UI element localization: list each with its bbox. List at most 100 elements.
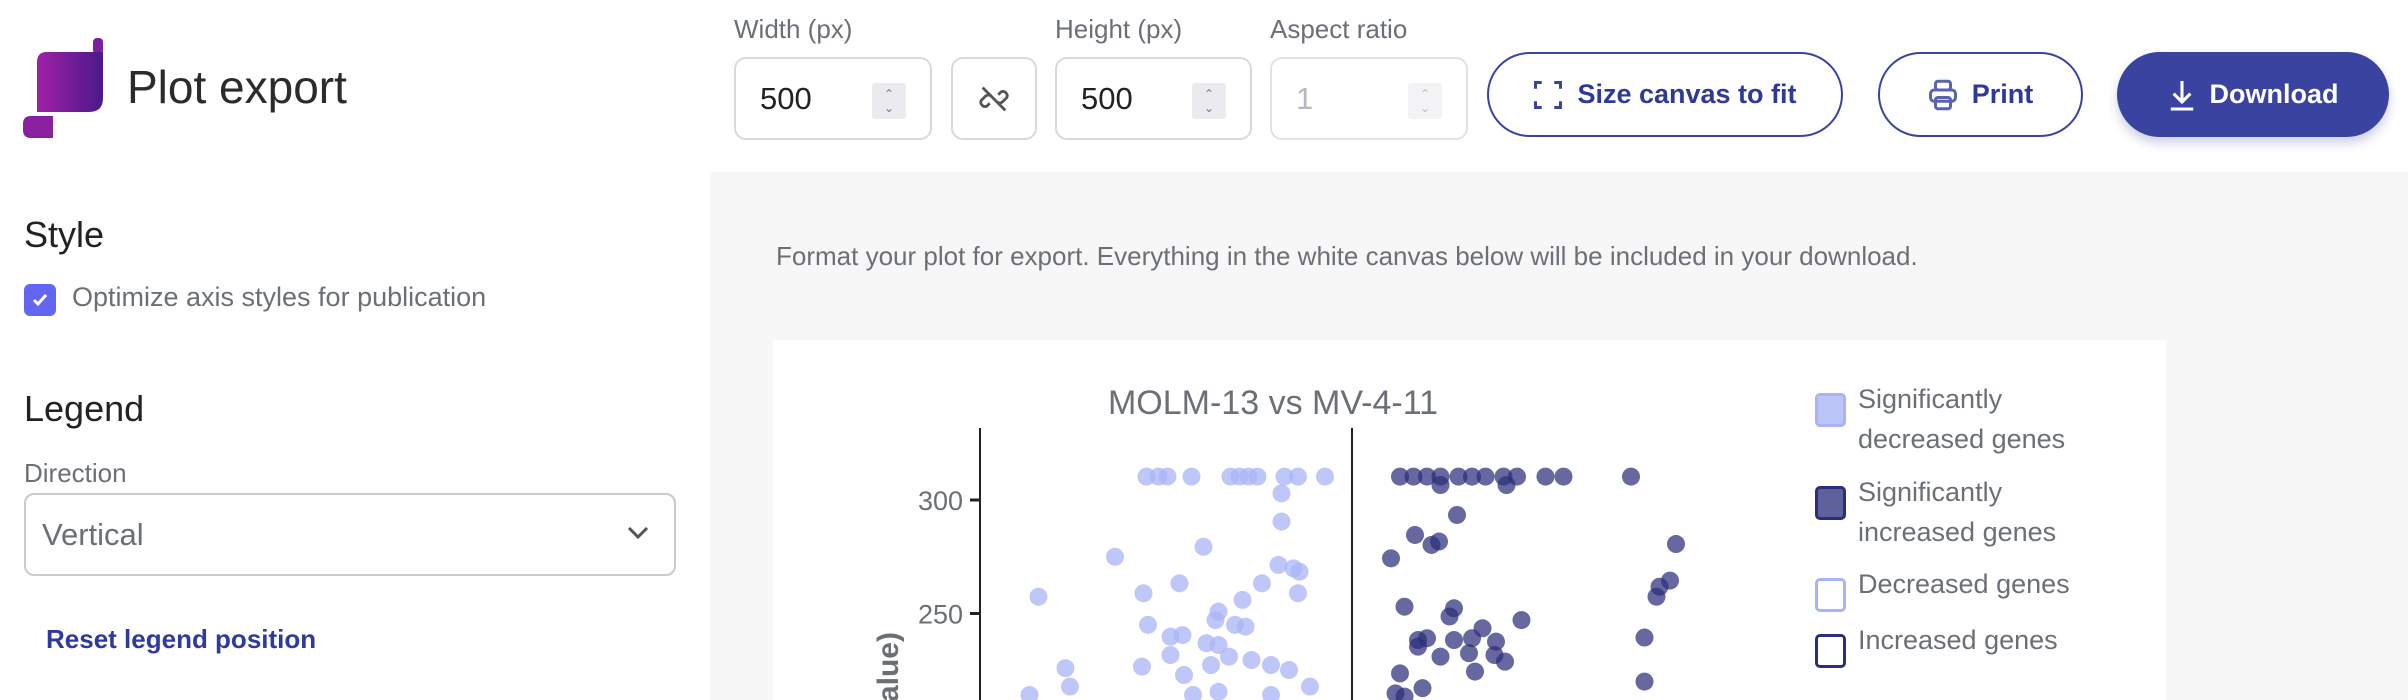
legend-swatch[interactable] bbox=[1815, 486, 1846, 520]
aspect-value: 1 bbox=[1296, 80, 1314, 116]
point-sig-decreased bbox=[1061, 677, 1079, 696]
point-sig-increased bbox=[1463, 629, 1481, 648]
point-sig-increased bbox=[1667, 535, 1685, 554]
direction-label: Direction bbox=[24, 458, 127, 488]
point-sig-decreased bbox=[1175, 666, 1193, 685]
width-stepper[interactable]: ⌃ ⌄ bbox=[872, 83, 906, 119]
checkmark-icon bbox=[32, 294, 48, 307]
point-sig-increased bbox=[1466, 662, 1484, 681]
download-label: Download bbox=[2209, 79, 2339, 109]
point-sig-decreased bbox=[1056, 659, 1075, 678]
point-sig-increased bbox=[1554, 467, 1573, 486]
point-sig-decreased bbox=[1253, 574, 1271, 593]
point-sig-decreased bbox=[1248, 467, 1267, 486]
unlink-aspect-button[interactable] bbox=[951, 57, 1037, 140]
printer-icon bbox=[1928, 79, 1957, 110]
point-sig-increased bbox=[1391, 467, 1409, 486]
point-sig-decreased bbox=[1029, 587, 1048, 606]
download-button[interactable]: Download bbox=[2117, 52, 2389, 137]
aspect-stepper[interactable]: ⌃ ⌄ bbox=[1408, 83, 1442, 119]
point-sig-decreased bbox=[1206, 611, 1225, 630]
point-sig-increased bbox=[1460, 644, 1478, 663]
point-sig-decreased bbox=[1161, 646, 1180, 665]
point-sig-increased bbox=[1391, 664, 1409, 683]
legend-swatch[interactable] bbox=[1815, 393, 1846, 427]
point-sig-decreased bbox=[1220, 647, 1238, 666]
point-sig-increased bbox=[1448, 505, 1466, 524]
point-sig-increased bbox=[1635, 672, 1654, 691]
fit-frame-icon bbox=[1534, 80, 1563, 109]
point-sig-decreased bbox=[1020, 685, 1039, 700]
point-sig-increased bbox=[1440, 607, 1459, 626]
point-sig-decreased bbox=[1202, 656, 1220, 675]
point-sig-increased bbox=[1512, 611, 1531, 630]
legend-entry[interactable]: Increased genes bbox=[1858, 625, 2058, 655]
size-canvas-button[interactable]: Size canvas to fit bbox=[1487, 52, 1843, 137]
legend-entry[interactable]: Significantly decreased genes bbox=[1858, 384, 2066, 454]
print-button[interactable]: Print bbox=[1878, 52, 2083, 137]
point-sig-increased bbox=[1413, 679, 1432, 698]
point-sig-decreased bbox=[1289, 467, 1307, 486]
point-sig-increased bbox=[1382, 549, 1400, 568]
point-sig-increased bbox=[1647, 587, 1666, 606]
point-sig-decreased bbox=[1289, 584, 1307, 603]
aspect-input[interactable]: 1 ⌃ ⌄ bbox=[1270, 57, 1468, 140]
point-sig-increased bbox=[1418, 467, 1436, 486]
point-sig-decreased bbox=[1133, 657, 1151, 676]
point-sig-decreased bbox=[1209, 636, 1228, 655]
point-sig-decreased bbox=[1262, 656, 1280, 675]
y-axis-label: value) bbox=[872, 632, 905, 700]
point-sig-decreased bbox=[1209, 682, 1228, 700]
volcano-plot: MOLM-13 vs MV-4-11 value) 250 300 bbox=[872, 384, 1685, 700]
chevron-down-icon bbox=[627, 526, 649, 540]
height-stepper[interactable]: ⌃ ⌄ bbox=[1192, 83, 1226, 119]
legend-swatch[interactable] bbox=[1815, 578, 1846, 612]
point-sig-increased bbox=[1476, 467, 1495, 486]
width-input[interactable]: 500 ⌃ ⌄ bbox=[734, 57, 932, 140]
point-sig-increased bbox=[1395, 597, 1414, 616]
point-sig-increased bbox=[1622, 467, 1640, 486]
point-sig-decreased bbox=[1290, 562, 1309, 581]
y-tick-label: 300 bbox=[918, 486, 963, 516]
chart-title: MOLM-13 vs MV-4-11 bbox=[1108, 384, 1438, 422]
legend-heading: Legend bbox=[24, 388, 145, 429]
height-label: Height (px) bbox=[1055, 14, 1183, 44]
point-sig-increased bbox=[1449, 467, 1468, 486]
point-sig-decreased bbox=[1272, 484, 1291, 503]
export-canvas: MOLM-13 vs MV-4-11 value) 250 300 Signifi… bbox=[773, 340, 2166, 700]
point-sig-decreased bbox=[1173, 626, 1192, 645]
point-sig-decreased bbox=[1182, 467, 1201, 486]
optimize-label[interactable]: Optimize axis styles for publication bbox=[72, 282, 487, 312]
optimize-checkbox[interactable] bbox=[24, 284, 56, 316]
point-sig-increased bbox=[1431, 647, 1450, 666]
point-sig-decreased bbox=[1269, 555, 1288, 574]
page-title: Plot export bbox=[127, 61, 347, 113]
print-label: Print bbox=[1971, 79, 2034, 109]
point-sig-increased bbox=[1463, 467, 1481, 486]
point-sig-decreased bbox=[1158, 467, 1177, 486]
point-sig-increased bbox=[1445, 631, 1463, 650]
legend-swatch[interactable] bbox=[1815, 634, 1846, 668]
point-sig-decreased bbox=[1106, 547, 1124, 566]
style-heading: Style bbox=[24, 214, 105, 255]
width-label: Width (px) bbox=[734, 14, 853, 44]
point-sig-decreased bbox=[1236, 617, 1255, 636]
legend-entry[interactable]: Decreased genes bbox=[1858, 569, 2070, 599]
download-icon bbox=[2170, 80, 2193, 111]
point-sig-decreased bbox=[1275, 467, 1294, 486]
point-sig-increased bbox=[1431, 476, 1450, 495]
direction-select[interactable]: Vertical bbox=[24, 493, 676, 576]
height-input[interactable]: 500 ⌃ ⌄ bbox=[1055, 57, 1252, 140]
y-tick-label: 250 bbox=[918, 600, 963, 630]
point-sig-decreased bbox=[1134, 584, 1153, 603]
point-sig-decreased bbox=[1194, 537, 1213, 556]
legend-entry[interactable]: Significantly increased genes bbox=[1858, 477, 2057, 547]
point-sig-increased bbox=[1395, 687, 1414, 700]
reset-legend-link[interactable]: Reset legend position bbox=[46, 624, 317, 654]
point-sig-decreased bbox=[1242, 651, 1261, 670]
point-sig-increased bbox=[1496, 652, 1514, 671]
point-sig-increased bbox=[1404, 467, 1423, 486]
direction-value: Vertical bbox=[42, 516, 144, 552]
point-sig-increased bbox=[1422, 535, 1441, 554]
point-sig-decreased bbox=[1262, 685, 1280, 700]
